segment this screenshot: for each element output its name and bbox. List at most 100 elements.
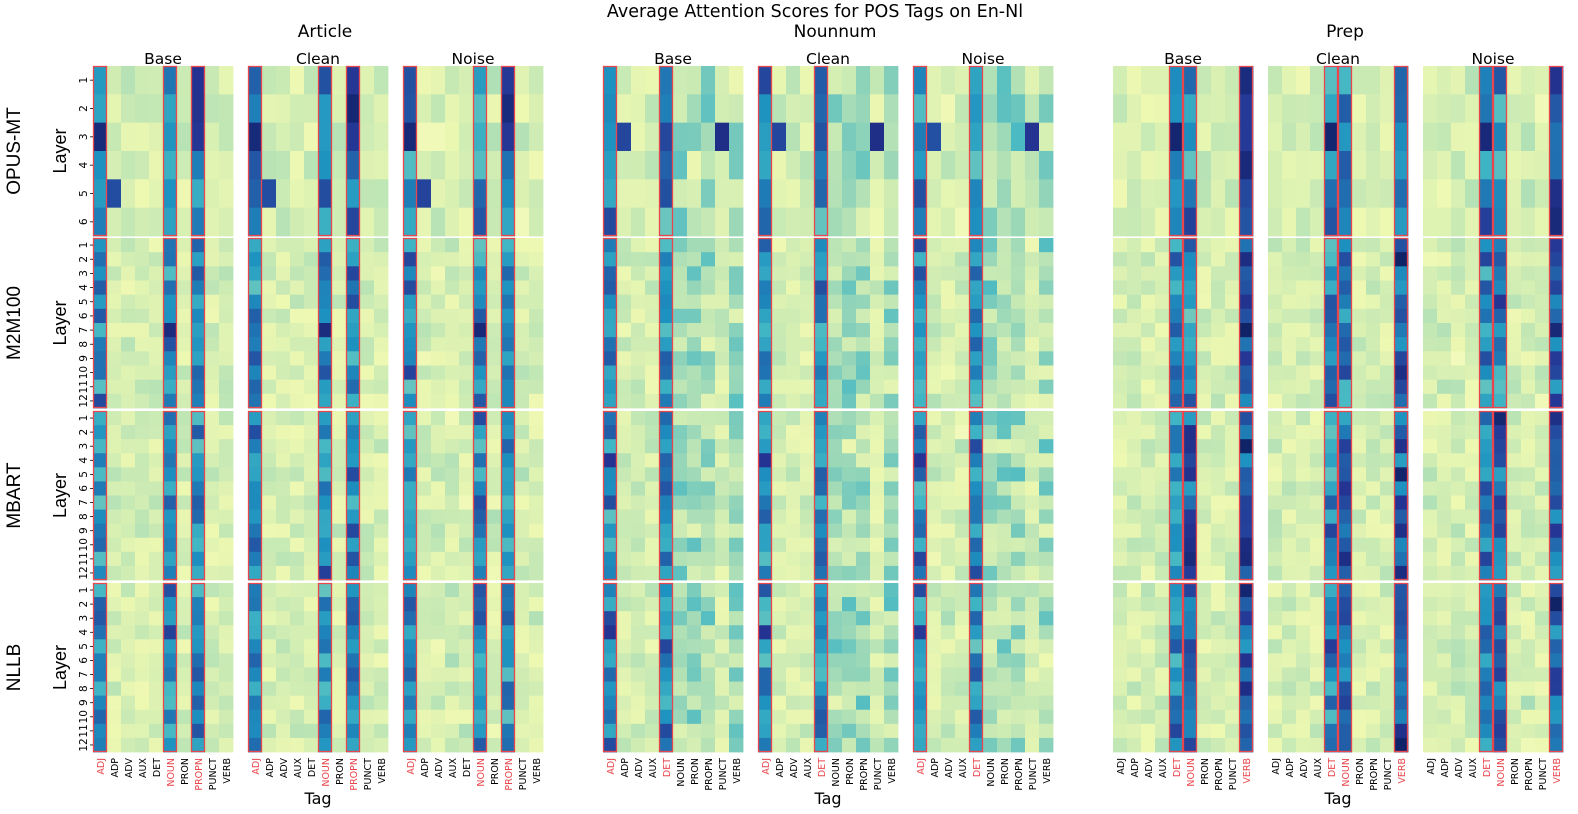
cell-article-base-m2m100-layer8-adv <box>121 337 136 352</box>
cell-article-noise-opus-mt-layer6-pron <box>487 207 502 237</box>
cell-prep-noise-mbart-layer7-pron <box>1507 495 1522 510</box>
cell-article-base-nllb-layer3-noun <box>163 611 178 626</box>
cell-article-noise-nllb-layer6-adj <box>403 653 418 668</box>
cell-prep-noise-nllb-layer5-aux <box>1465 639 1480 654</box>
cell-article-noise-mbart-layer11-adp <box>417 551 432 567</box>
cell-prep-noise-m2m100-layer1-det <box>1479 238 1494 253</box>
cell-prep-base-nllb-layer3-pron <box>1197 611 1212 626</box>
cell-prep-clean-m2m100-layer11-adp <box>1282 379 1297 395</box>
cell-article-base-nllb-layer6-det <box>149 653 164 668</box>
cell-prep-clean-nllb-layer1-aux <box>1310 583 1325 598</box>
cell-nounnum-clean-nllb-layer11-punct <box>870 723 885 739</box>
cell-prep-noise-nllb-layer2-adv <box>1451 597 1466 612</box>
cell-prep-base-mbart-layer6-adp <box>1127 481 1142 496</box>
cell-article-noise-m2m100-layer11-punct <box>515 379 530 395</box>
cell-prep-base-m2m100-layer3-pron <box>1197 266 1212 281</box>
cell-prep-clean-m2m100-layer2-verb <box>1394 252 1409 267</box>
cell-prep-noise-nllb-layer8-adv <box>1451 681 1466 697</box>
cell-nounnum-clean-mbart-layer11-punct <box>870 551 885 567</box>
cell-prep-noise-mbart-layer4-adv <box>1451 453 1466 468</box>
cell-article-base-mbart-layer1-verb <box>219 411 234 426</box>
cell-article-noise-nllb-layer12-propn <box>501 737 516 753</box>
cell-prep-noise-nllb-layer4-adp <box>1437 625 1452 640</box>
x-tick-label-pron: PRON <box>1200 758 1211 785</box>
cell-prep-noise-nllb-layer4-noun <box>1493 625 1508 640</box>
cell-article-base-nllb-layer10-aux <box>135 709 150 725</box>
cell-prep-noise-mbart-layer8-adv <box>1451 509 1466 525</box>
cell-article-noise-opus-mt-layer5-propn <box>501 179 516 209</box>
cell-nounnum-base-m2m100-layer2-pron <box>687 252 702 267</box>
cell-nounnum-base-nllb-layer8-det <box>659 681 674 697</box>
cell-article-clean-m2m100-layer1-pron <box>332 238 347 253</box>
cell-nounnum-clean-opus-mt-layer4-adv <box>786 151 801 180</box>
cell-article-noise-mbart-layer5-adj <box>403 467 418 482</box>
cell-article-noise-m2m100-layer10-noun <box>473 365 488 381</box>
cell-nounnum-clean-nllb-layer12-noun <box>828 737 843 753</box>
x-tick-label-propn: PROPN <box>1369 758 1380 791</box>
cell-article-noise-mbart-layer11-punct <box>515 551 530 567</box>
cell-nounnum-clean-mbart-layer3-punct <box>870 439 885 454</box>
cell-article-clean-nllb-layer1-adp <box>262 583 277 598</box>
cell-nounnum-noise-opus-mt-layer4-adj <box>913 151 928 180</box>
cell-article-noise-m2m100-layer9-verb <box>529 351 544 366</box>
cell-nounnum-base-nllb-layer10-det <box>659 709 674 725</box>
cell-article-noise-m2m100-layer7-adv <box>431 323 446 338</box>
cell-nounnum-clean-m2m100-layer4-punct <box>870 280 885 296</box>
cell-nounnum-clean-mbart-layer12-aux <box>800 565 815 581</box>
highlight-outline-adj <box>92 237 108 409</box>
cell-nounnum-base-mbart-layer6-verb <box>729 481 744 496</box>
cell-nounnum-noise-nllb-layer12-punct <box>1025 737 1040 753</box>
cell-article-noise-m2m100-layer10-adp <box>417 365 432 381</box>
cell-article-base-mbart-layer5-pron <box>177 467 192 482</box>
cell-nounnum-noise-m2m100-layer9-adv <box>941 351 956 366</box>
cell-nounnum-base-nllb-layer3-verb <box>729 611 744 626</box>
cell-nounnum-clean-mbart-layer10-det <box>814 537 829 553</box>
cell-article-clean-nllb-layer10-adj <box>248 709 263 725</box>
cell-nounnum-clean-nllb-layer10-verb <box>884 709 899 725</box>
cell-article-base-mbart-layer6-pron <box>177 481 192 496</box>
cell-nounnum-noise-m2m100-layer2-punct <box>1025 252 1040 267</box>
y-tick-label-layer-11: 11 <box>78 380 90 393</box>
x-tick-label-aux: AUX <box>138 758 149 778</box>
cell-prep-clean-nllb-layer10-punct <box>1380 709 1395 725</box>
cell-prep-clean-nllb-layer2-noun <box>1338 597 1353 612</box>
cell-nounnum-clean-mbart-layer5-verb <box>884 467 899 482</box>
cell-article-clean-mbart-layer4-det <box>304 453 319 468</box>
cell-article-noise-mbart-layer10-adv <box>431 537 446 553</box>
condition-title-base: Base <box>654 50 692 68</box>
x-tick-label-adp: ADP <box>1440 758 1451 778</box>
cell-article-noise-mbart-layer9-adp <box>417 523 432 539</box>
cell-nounnum-noise-mbart-layer2-adj <box>913 425 928 440</box>
cell-article-clean-mbart-layer7-verb <box>374 495 389 510</box>
cell-prep-noise-mbart-layer11-pron <box>1507 551 1522 567</box>
cell-article-noise-opus-mt-layer2-adj <box>403 94 418 124</box>
cell-article-base-m2m100-layer1-det <box>149 238 164 253</box>
cell-nounnum-clean-m2m100-layer12-adv <box>786 393 801 409</box>
cell-prep-noise-m2m100-layer8-adj <box>1423 337 1438 352</box>
cell-prep-clean-nllb-layer6-noun <box>1338 653 1353 668</box>
cell-prep-clean-nllb-layer2-aux <box>1310 597 1325 612</box>
cell-prep-base-m2m100-layer4-verb <box>1239 280 1254 296</box>
cell-prep-noise-nllb-layer4-pron <box>1507 625 1522 640</box>
cell-prep-noise-mbart-layer12-noun <box>1493 565 1508 581</box>
cell-prep-clean-m2m100-layer9-punct <box>1380 351 1395 366</box>
cell-prep-noise-mbart-layer7-adj <box>1423 495 1438 510</box>
cell-prep-base-opus-mt-layer1-noun <box>1183 66 1198 95</box>
cell-nounnum-base-nllb-layer11-adv <box>631 723 646 739</box>
cell-nounnum-noise-nllb-layer4-adj <box>913 625 928 640</box>
cell-prep-base-mbart-layer1-noun <box>1183 411 1198 426</box>
cell-prep-base-nllb-layer6-propn <box>1211 653 1226 668</box>
cell-prep-clean-nllb-layer5-propn <box>1366 639 1381 654</box>
cell-article-noise-mbart-layer10-noun <box>473 537 488 553</box>
cell-prep-base-mbart-layer2-adv <box>1141 425 1156 440</box>
cell-article-noise-mbart-layer7-punct <box>515 495 530 510</box>
cell-prep-clean-mbart-layer9-propn <box>1366 523 1381 539</box>
cell-nounnum-clean-opus-mt-layer6-adj <box>758 207 773 237</box>
cell-article-clean-mbart-layer3-propn <box>346 439 361 454</box>
cell-article-base-nllb-layer2-aux <box>135 597 150 612</box>
cell-nounnum-clean-m2m100-layer2-verb <box>884 252 899 267</box>
cell-article-clean-mbart-layer9-noun <box>318 523 333 539</box>
cell-prep-clean-opus-mt-layer1-adv <box>1296 66 1311 95</box>
cell-article-noise-m2m100-layer9-adv <box>431 351 446 366</box>
cell-nounnum-noise-m2m100-layer3-aux <box>955 266 970 281</box>
